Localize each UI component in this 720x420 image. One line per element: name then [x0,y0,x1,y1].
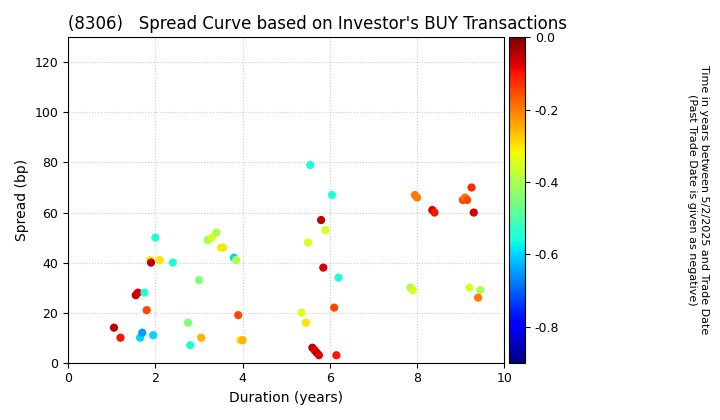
Point [405,284,416,291]
Point [150,234,161,241]
Point [411,194,423,201]
Point [130,292,142,299]
Point [428,209,440,216]
Point [459,194,471,201]
Y-axis label: Time in years between 5/2/2025 and Trade Date
(Past Trade Date is given as negat: Time in years between 5/2/2025 and Trade… [688,66,709,335]
Point [307,344,318,351]
Point [207,234,218,241]
Y-axis label: Spread (bp): Spread (bp) [15,159,29,241]
Point [154,257,166,263]
Point [318,264,329,271]
Point [235,337,246,344]
Point [184,342,196,349]
Point [228,254,240,261]
Point [300,319,312,326]
Point [468,209,480,216]
Point [457,197,469,203]
Point [464,284,475,291]
Point [139,289,150,296]
Point [137,329,148,336]
Point [320,227,331,234]
Point [313,352,325,359]
Point [217,244,229,251]
Point [309,347,320,354]
Point [302,239,314,246]
Point [167,259,179,266]
Point [108,324,120,331]
Point [466,184,477,191]
Point [114,334,126,341]
Point [141,307,153,313]
Point [233,312,244,318]
X-axis label: Duration (years): Duration (years) [229,391,343,405]
Point [305,162,316,168]
Point [193,277,204,284]
Point [330,352,342,359]
Point [409,192,420,198]
Point [132,289,144,296]
Point [426,207,438,213]
Point [333,274,344,281]
Point [202,237,213,244]
Point [195,334,207,341]
Point [237,337,248,344]
Point [145,257,156,263]
Text: (8306)   Spread Curve based on Investor's BUY Transactions: (8306) Spread Curve based on Investor's … [68,15,567,33]
Point [472,294,484,301]
Point [462,197,473,203]
Point [182,319,194,326]
Point [135,334,146,341]
Point [215,244,227,251]
Point [296,309,307,316]
Point [311,349,323,356]
Point [230,257,242,263]
Point [315,217,327,223]
Point [211,229,222,236]
Point [326,192,338,198]
Point [145,259,157,266]
Point [148,332,159,339]
Point [328,304,340,311]
Point [474,287,486,294]
Point [407,287,418,294]
